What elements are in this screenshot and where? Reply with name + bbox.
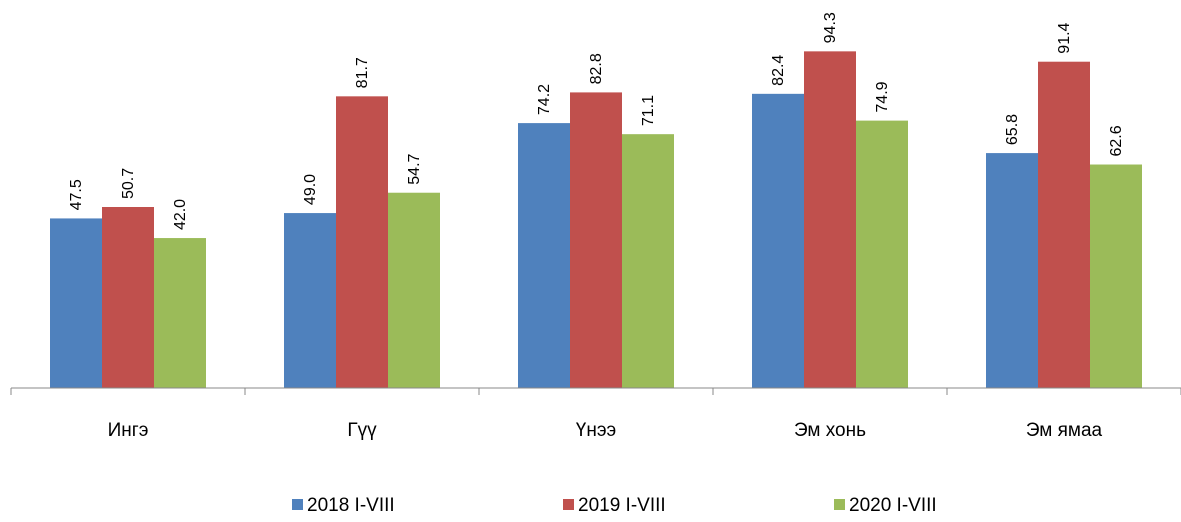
bar-гүү-2019-i-viii (336, 96, 388, 389)
data-label: 82.8 (588, 53, 605, 84)
x-tick-label: Эм ямаа (1026, 420, 1103, 441)
data-label: 47.5 (68, 179, 85, 210)
bar-ингэ-2019-i-viii (102, 207, 154, 388)
bars-group (50, 51, 1142, 389)
bar-гүү-2020-i-viii (388, 192, 440, 388)
data-label: 42.0 (172, 199, 189, 230)
x-tick-label: Үнээ (576, 420, 616, 441)
legend-label: 2019 I-VIII (578, 495, 666, 516)
x-tick-label: Гүү (347, 420, 377, 441)
data-label: 81.7 (354, 57, 371, 88)
data-label: 62.6 (1108, 125, 1125, 156)
legend-label: 2020 I-VIII (849, 495, 937, 516)
bar-үнээ-2019-i-viii (570, 92, 622, 389)
bar-гүү-2018-i-viii (284, 213, 336, 388)
data-label: 74.2 (536, 84, 553, 115)
x-tick-label: Ингэ (108, 420, 149, 441)
bar-эм-хонь-2018-i-viii (752, 93, 804, 388)
bar-эм-хонь-2020-i-viii (856, 120, 908, 389)
bar-ингэ-2020-i-viii (154, 238, 206, 388)
bar-эм-хонь-2019-i-viii (804, 51, 856, 388)
data-label: 54.7 (406, 153, 423, 184)
data-label: 91.4 (1056, 22, 1073, 53)
data-label: 82.4 (770, 55, 787, 86)
bar-эм-ямаа-2019-i-viii (1038, 61, 1090, 389)
data-label: 65.8 (1004, 114, 1021, 145)
data-label: 74.9 (874, 81, 891, 112)
x-tick-label: Эм хонь (794, 420, 866, 441)
data-label: 49.0 (302, 174, 319, 205)
data-label: 94.3 (822, 12, 839, 43)
legend-swatch-2019-i-viii (563, 499, 574, 510)
bar-үнээ-2020-i-viii (622, 134, 674, 388)
legend-swatch-2018-i-viii (292, 499, 303, 510)
bar-ингэ-2018-i-viii (50, 218, 102, 388)
data-labels-group: 47.5 50.7 42.0 49.0 81.7 54.7 74.2 82.8 71.1 82.4… (68, 12, 1125, 230)
legend: 2018 I-VIII 2019 I-VIII 2020 I-VIII (292, 495, 937, 516)
legend-label: 2018 I-VIII (307, 495, 395, 516)
data-label: 50.7 (120, 168, 137, 199)
legend-swatch-2020-i-viii (834, 499, 845, 510)
bar-эм-ямаа-2020-i-viii (1090, 164, 1142, 388)
x-axis: Ингэ Гүү Үнээ Эм хонь Эм ямаа (10, 387, 1181, 441)
data-label: 71.1 (640, 95, 657, 126)
bar-эм-ямаа-2018-i-viii (986, 153, 1038, 388)
bar-үнээ-2018-i-viii (518, 123, 570, 388)
